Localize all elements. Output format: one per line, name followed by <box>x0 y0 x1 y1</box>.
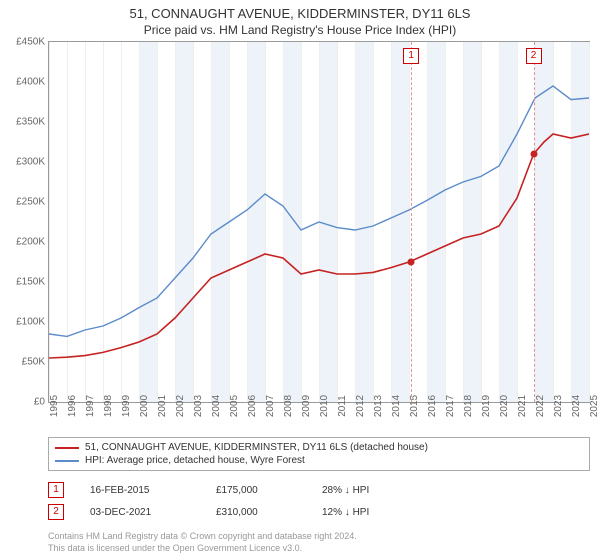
x-axis-label: 2001 <box>157 395 168 417</box>
chart-legend: 51, CONNAUGHT AVENUE, KIDDERMINSTER, DY1… <box>48 437 590 471</box>
x-axis-label: 2022 <box>535 395 546 417</box>
x-axis-label: 2023 <box>553 395 564 417</box>
y-axis-label: £350K <box>16 117 45 128</box>
legend-swatch <box>55 460 79 462</box>
x-axis-label: 2016 <box>427 395 438 417</box>
x-axis-label: 1995 <box>49 395 60 417</box>
x-axis-label: 1997 <box>85 395 96 417</box>
x-axis-label: 2002 <box>175 395 186 417</box>
x-axis-label: 2013 <box>373 395 384 417</box>
x-axis-label: 2007 <box>265 395 276 417</box>
x-axis-label: 2018 <box>463 395 474 417</box>
x-axis-label: 2008 <box>283 395 294 417</box>
transaction-marker-box: 1 <box>48 482 64 498</box>
transaction-diff: 12% ↓ HPI <box>322 507 412 518</box>
chart-footnote: Contains HM Land Registry data © Crown c… <box>48 531 590 554</box>
transaction-date: 03-DEC-2021 <box>90 507 190 518</box>
transaction-row: 2 03-DEC-2021 £310,000 12% ↓ HPI <box>48 501 590 523</box>
x-axis-label: 2010 <box>319 395 330 417</box>
chart-title-line1: 51, CONNAUGHT AVENUE, KIDDERMINSTER, DY1… <box>0 0 600 21</box>
x-axis-label: 1999 <box>121 395 132 417</box>
y-axis-label: £0 <box>34 397 45 408</box>
legend-label: HPI: Average price, detached house, Wyre… <box>85 455 305 466</box>
x-axis-label: 2004 <box>211 395 222 417</box>
x-axis-label: 2014 <box>391 395 402 417</box>
x-axis-label: 2009 <box>301 395 312 417</box>
sale-marker-dot <box>530 151 537 158</box>
y-axis-label: £50K <box>22 357 45 368</box>
sale-marker-dot <box>408 259 415 266</box>
footnote-line: Contains HM Land Registry data © Crown c… <box>48 531 590 543</box>
transaction-price: £310,000 <box>216 507 296 518</box>
legend-row: HPI: Average price, detached house, Wyre… <box>55 454 583 467</box>
legend-swatch <box>55 447 79 449</box>
transaction-marker-box: 2 <box>48 504 64 520</box>
sale-marker-box: 2 <box>526 48 542 64</box>
legend-row: 51, CONNAUGHT AVENUE, KIDDERMINSTER, DY1… <box>55 441 583 454</box>
x-axis-label: 1996 <box>67 395 78 417</box>
footnote-line: This data is licensed under the Open Gov… <box>48 543 590 555</box>
sale-marker-box: 1 <box>403 48 419 64</box>
y-axis-label: £100K <box>16 317 45 328</box>
y-axis-label: £400K <box>16 77 45 88</box>
x-axis-label: 2003 <box>193 395 204 417</box>
y-axis-label: £300K <box>16 157 45 168</box>
x-axis-label: 2025 <box>589 395 600 417</box>
legend-label: 51, CONNAUGHT AVENUE, KIDDERMINSTER, DY1… <box>85 442 428 453</box>
transaction-table: 1 16-FEB-2015 £175,000 28% ↓ HPI 2 03-DE… <box>48 479 590 523</box>
y-axis-label: £200K <box>16 237 45 248</box>
chart-lines-svg <box>49 42 589 402</box>
transaction-row: 1 16-FEB-2015 £175,000 28% ↓ HPI <box>48 479 590 501</box>
chart-plot-area: £0£50K£100K£150K£200K£250K£300K£350K£400… <box>48 41 590 403</box>
transaction-price: £175,000 <box>216 485 296 496</box>
x-axis-label: 2000 <box>139 395 150 417</box>
x-axis-label: 1998 <box>103 395 114 417</box>
transaction-date: 16-FEB-2015 <box>90 485 190 496</box>
transaction-diff: 28% ↓ HPI <box>322 485 412 496</box>
series-line <box>49 134 589 358</box>
x-axis-label: 2024 <box>571 395 582 417</box>
y-axis-label: £250K <box>16 197 45 208</box>
x-axis-label: 2005 <box>229 395 240 417</box>
y-axis-label: £150K <box>16 277 45 288</box>
chart-title-line2: Price paid vs. HM Land Registry's House … <box>0 21 600 41</box>
x-axis-label: 2012 <box>355 395 366 417</box>
x-axis-label: 2006 <box>247 395 258 417</box>
y-axis-label: £450K <box>16 37 45 48</box>
x-axis-label: 2019 <box>481 395 492 417</box>
x-axis-label: 2011 <box>337 395 348 417</box>
x-axis-label: 2017 <box>445 395 456 417</box>
x-axis-label: 2020 <box>499 395 510 417</box>
x-axis-label: 2021 <box>517 395 528 417</box>
chart-container: 51, CONNAUGHT AVENUE, KIDDERMINSTER, DY1… <box>0 0 600 560</box>
